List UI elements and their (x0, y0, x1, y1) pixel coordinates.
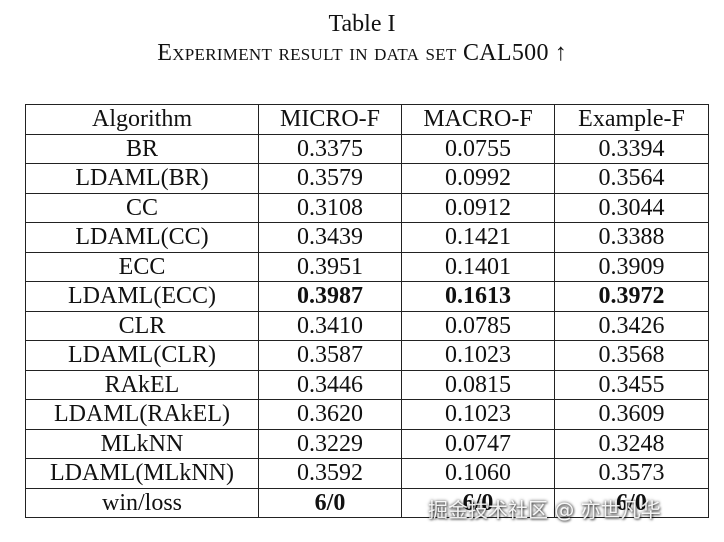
micro-f-cell: 0.3987 (258, 281, 402, 312)
table-caption-subtitle: Experiment result in data set CAL500 ↑ (0, 39, 724, 67)
algorithm-cell: ECC (25, 251, 259, 282)
macro-f-cell: 0.0992 (401, 163, 555, 194)
micro-f-cell: 0.3439 (258, 222, 402, 253)
example-f-cell: 6/0 (554, 487, 709, 518)
caption-subtitle-text: Experiment result in data set CAL500 (157, 40, 549, 66)
table-row: win/loss 6/0 6/0 6/0 (25, 487, 709, 518)
micro-f-cell: 0.3108 (258, 192, 402, 223)
watermark: 掘金技术社区 @ 亦世凡华 (428, 498, 661, 522)
table-row: CC 0.3108 0.0912 0.3044 (25, 192, 709, 223)
table-body: BR 0.3375 0.0755 0.3394 LDAML(BR) 0.3579 0.099… (25, 133, 709, 518)
example-f-cell: 0.3972 (554, 281, 709, 312)
table-row: LDAML(BR) 0.3579 0.0992 0.3564 (25, 163, 709, 194)
macro-f-cell: 0.0815 (401, 369, 555, 400)
table-row: ECC 0.3951 0.1401 0.3909 (25, 251, 709, 282)
table-header-row: Algorithm MICRO-F MACRO-F Example-F (25, 104, 709, 135)
micro-f-cell: 6/0 (258, 487, 402, 518)
header-micro-f: MICRO-F (258, 104, 402, 135)
macro-f-cell: 0.0755 (401, 133, 555, 164)
micro-f-cell: 0.3229 (258, 428, 402, 459)
example-f-cell: 0.3388 (554, 222, 709, 253)
algorithm-cell: LDAML(CC) (25, 222, 259, 253)
up-arrow-icon: ↑ (554, 40, 567, 66)
table-row: LDAML(RAkEL) 0.3620 0.1023 0.3609 (25, 399, 709, 430)
experiment-result-table: Algorithm MICRO-F MACRO-F Example-F BR 0.… (25, 104, 709, 518)
macro-f-cell: 0.1060 (401, 458, 555, 489)
macro-f-cell: 0.1613 (401, 281, 555, 312)
table-row: LDAML(ECC) 0.3987 0.1613 0.3972 (25, 281, 709, 312)
example-f-cell: 0.3568 (554, 340, 709, 371)
macro-f-cell: 0.0912 (401, 192, 555, 223)
header-example-f: Example-F (554, 104, 709, 135)
macro-f-cell: 0.1401 (401, 251, 555, 282)
table-row: LDAML(CC) 0.3439 0.1421 0.3388 (25, 222, 709, 253)
micro-f-cell: 0.3579 (258, 163, 402, 194)
macro-f-cell: 6/0 (401, 487, 555, 518)
macro-f-cell: 0.0785 (401, 310, 555, 341)
table-row: CLR 0.3410 0.0785 0.3426 (25, 310, 709, 341)
macro-f-cell: 0.1023 (401, 399, 555, 430)
algorithm-cell: LDAML(CLR) (25, 340, 259, 371)
algorithm-cell: LDAML(RAkEL) (25, 399, 259, 430)
micro-f-cell: 0.3410 (258, 310, 402, 341)
algorithm-cell: LDAML(ECC) (25, 281, 259, 312)
example-f-cell: 0.3909 (554, 251, 709, 282)
algorithm-cell: LDAML(BR) (25, 163, 259, 194)
micro-f-cell: 0.3620 (258, 399, 402, 430)
table-row: RAkEL 0.3446 0.0815 0.3455 (25, 369, 709, 400)
micro-f-cell: 0.3592 (258, 458, 402, 489)
micro-f-cell: 0.3951 (258, 251, 402, 282)
algorithm-cell: CLR (25, 310, 259, 341)
table-row: MLkNN 0.3229 0.0747 0.3248 (25, 428, 709, 459)
table-row: LDAML(MLkNN) 0.3592 0.1060 0.3573 (25, 458, 709, 489)
algorithm-cell: MLkNN (25, 428, 259, 459)
macro-f-cell: 0.1023 (401, 340, 555, 371)
macro-f-cell: 0.0747 (401, 428, 555, 459)
example-f-cell: 0.3573 (554, 458, 709, 489)
header-algorithm: Algorithm (25, 104, 259, 135)
algorithm-cell: win/loss (25, 487, 259, 518)
example-f-cell: 0.3455 (554, 369, 709, 400)
micro-f-cell: 0.3587 (258, 340, 402, 371)
example-f-cell: 0.3426 (554, 310, 709, 341)
table-row: LDAML(CLR) 0.3587 0.1023 0.3568 (25, 340, 709, 371)
example-f-cell: 0.3394 (554, 133, 709, 164)
table-caption-title: Table I (328, 11, 396, 37)
table-row: BR 0.3375 0.0755 0.3394 (25, 133, 709, 164)
example-f-cell: 0.3564 (554, 163, 709, 194)
header-macro-f: MACRO-F (401, 104, 555, 135)
algorithm-cell: LDAML(MLkNN) (25, 458, 259, 489)
micro-f-cell: 0.3375 (258, 133, 402, 164)
example-f-cell: 0.3044 (554, 192, 709, 223)
example-f-cell: 0.3609 (554, 399, 709, 430)
algorithm-cell: CC (25, 192, 259, 223)
algorithm-cell: RAkEL (25, 369, 259, 400)
example-f-cell: 0.3248 (554, 428, 709, 459)
macro-f-cell: 0.1421 (401, 222, 555, 253)
micro-f-cell: 0.3446 (258, 369, 402, 400)
algorithm-cell: BR (25, 133, 259, 164)
